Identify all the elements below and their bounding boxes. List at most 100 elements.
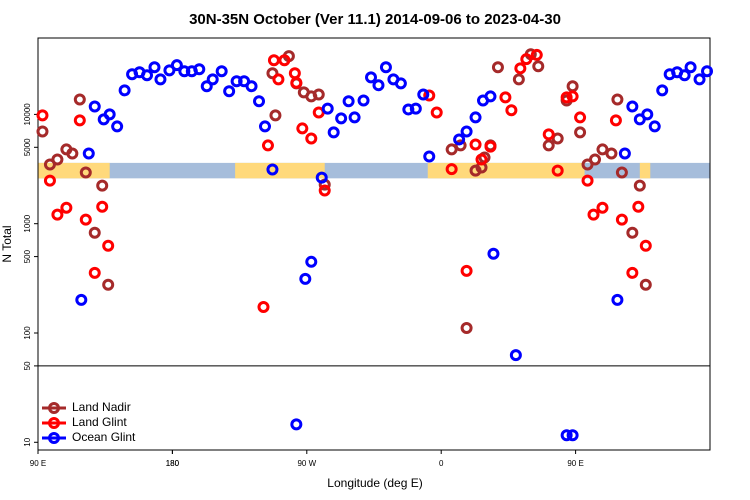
data-point	[272, 73, 285, 86]
data-point	[278, 54, 291, 67]
data-point	[469, 111, 482, 124]
data-point	[423, 150, 436, 163]
data-point	[487, 247, 500, 260]
data-point	[542, 128, 555, 141]
data-point	[261, 139, 274, 152]
data-point	[491, 61, 504, 74]
data-point	[684, 61, 697, 74]
data-point	[530, 48, 543, 61]
data-point	[257, 300, 270, 313]
data-point	[141, 69, 154, 82]
y-tick-label: 50	[23, 361, 32, 370]
data-point	[587, 208, 600, 221]
data-point	[469, 138, 482, 151]
y-tick-label: 1000	[23, 214, 32, 232]
legend-label: Land Nadir	[72, 400, 131, 414]
data-point	[542, 139, 555, 152]
data-point	[43, 174, 56, 187]
data-point	[409, 102, 422, 115]
data-point	[394, 77, 407, 90]
data-point	[73, 93, 86, 106]
data-point	[82, 147, 95, 160]
data-point	[258, 120, 271, 133]
data-point	[633, 179, 646, 192]
data-point	[36, 125, 49, 138]
data-point	[551, 164, 564, 177]
data-point	[51, 208, 64, 221]
data-point	[512, 73, 525, 86]
data-point	[484, 90, 497, 103]
data-point	[460, 264, 473, 277]
x-tick-label: 90 W	[297, 459, 316, 468]
data-point	[589, 153, 602, 166]
data-point	[223, 85, 236, 98]
data-point	[566, 429, 579, 442]
data-point	[618, 147, 631, 160]
data-point	[230, 75, 243, 88]
y-tick-label: 10000	[23, 103, 32, 126]
data-point	[475, 153, 488, 166]
data-point	[693, 73, 706, 86]
data-point	[193, 63, 206, 76]
data-point	[178, 65, 191, 78]
data-point	[88, 100, 101, 113]
data-point	[36, 109, 49, 122]
data-point	[75, 293, 88, 306]
x-tick-label: 0	[439, 459, 444, 468]
data-point	[454, 139, 467, 152]
data-point	[96, 200, 109, 213]
data-point	[206, 73, 219, 86]
data-point	[296, 122, 309, 135]
data-point	[318, 184, 331, 197]
data-point	[312, 88, 325, 101]
data-point	[701, 65, 714, 78]
data-point	[611, 93, 624, 106]
data-point	[581, 174, 594, 187]
data-point	[66, 147, 79, 160]
y-axis-label: N Total	[0, 225, 14, 262]
data-point	[327, 126, 340, 139]
data-point	[148, 61, 161, 74]
data-point	[499, 91, 512, 104]
data-point	[88, 266, 101, 279]
data-point	[445, 163, 458, 176]
data-point	[154, 73, 167, 86]
data-point	[574, 126, 587, 139]
data-point	[266, 163, 279, 176]
data-point	[484, 140, 497, 153]
legend-label: Ocean Glint	[72, 430, 136, 444]
land-band	[235, 162, 325, 179]
data-point	[79, 213, 92, 226]
data-point	[379, 61, 392, 74]
data-point	[79, 166, 92, 179]
data-point	[102, 239, 115, 252]
data-point	[551, 132, 564, 145]
data-point	[335, 112, 348, 125]
y-tick-label: 500	[23, 249, 32, 263]
x-tick-label: 90 E	[567, 459, 583, 468]
land-band	[639, 162, 651, 179]
data-point	[509, 349, 522, 362]
data-point	[596, 201, 609, 214]
data-point	[245, 80, 258, 93]
legend-marker	[48, 417, 60, 429]
data-point	[560, 429, 573, 442]
data-point	[417, 88, 430, 101]
data-point	[60, 201, 73, 214]
data-point	[626, 266, 639, 279]
x-tick-label: 90 E	[30, 459, 46, 468]
data-point	[626, 100, 639, 113]
data-point	[520, 53, 533, 66]
data-point	[96, 179, 109, 192]
data-point	[423, 89, 436, 102]
data-point	[290, 76, 303, 89]
data-point	[639, 239, 652, 252]
data-point	[566, 80, 579, 93]
data-point	[453, 133, 466, 146]
y-tick-label: 100	[23, 326, 32, 340]
x-tick-label: 180	[166, 459, 180, 468]
data-point	[365, 71, 378, 84]
data-point	[460, 322, 473, 335]
